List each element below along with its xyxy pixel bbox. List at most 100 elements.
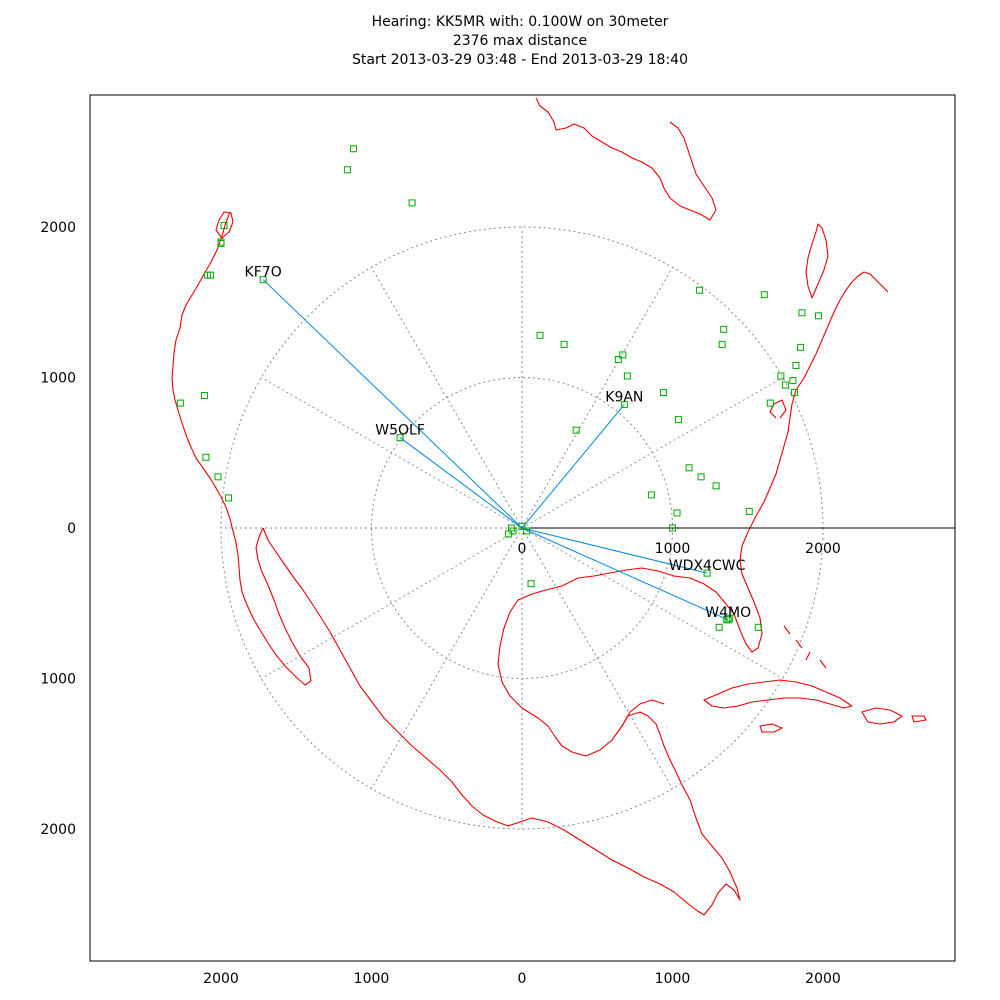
yucatan <box>621 699 665 727</box>
spot-marker <box>781 381 789 389</box>
spot-marker <box>225 494 233 502</box>
spot-marker <box>408 199 416 207</box>
spot-marker <box>343 166 351 174</box>
spot-marker <box>527 580 535 588</box>
x-tick-label: 0 <box>518 971 527 987</box>
spot-marker <box>560 340 568 348</box>
y-tick-label: 2000 <box>40 822 76 838</box>
station-label: KF7O <box>245 265 282 281</box>
spot-marker <box>176 399 184 407</box>
spot-marker <box>659 389 667 397</box>
inner-x-tick-label: 2000 <box>805 541 841 557</box>
canada-east-coast <box>805 223 829 299</box>
spot-marker <box>720 325 728 333</box>
polar-grid-spoke <box>521 527 673 789</box>
jamaica <box>759 723 783 733</box>
florida <box>733 531 763 653</box>
spot-marker <box>675 416 683 424</box>
mexico-pacific-coast <box>262 527 705 916</box>
vancouver-island <box>215 211 234 239</box>
spot-marker <box>259 276 267 284</box>
spot-marker <box>647 491 655 499</box>
spot-marker <box>523 527 531 535</box>
spot-marker <box>754 623 762 631</box>
polar-grid-spoke <box>371 267 523 529</box>
spot-marker <box>792 361 800 369</box>
coastline-map <box>171 97 927 916</box>
spot-marker <box>760 291 768 299</box>
puerto-rico <box>911 715 927 723</box>
polar-grid-spoke <box>261 527 523 679</box>
spot-marker <box>614 355 622 363</box>
spot-marker <box>766 399 774 407</box>
spot-marker <box>619 351 627 359</box>
polar-grid-spoke <box>521 527 783 679</box>
inner-x-tick-label: 1000 <box>655 541 691 557</box>
spot-marker <box>696 286 704 294</box>
title-line-1: Hearing: KK5MR with: 0.100W on 30meter <box>371 14 669 30</box>
station-label: K9AN <box>605 390 643 406</box>
spot-marker <box>724 616 732 624</box>
spot-marker <box>712 482 720 490</box>
bahamas <box>783 625 827 669</box>
spot-marker <box>220 221 228 229</box>
spot-marker <box>777 372 785 380</box>
spot-marker <box>396 434 404 442</box>
propagation-path <box>521 527 729 621</box>
propagation-paths <box>262 279 729 621</box>
propagation-path <box>521 404 625 529</box>
west-coast-outline <box>171 211 243 593</box>
spot-marker <box>214 473 222 481</box>
cuba <box>703 679 853 709</box>
spot-marker <box>349 145 357 153</box>
hispaniola <box>861 707 903 725</box>
spot-marker <box>507 524 515 532</box>
y-tick-label: 1000 <box>40 672 76 688</box>
station-label: W5OLF <box>375 423 425 439</box>
polar-grid-spoke <box>371 527 523 789</box>
spot-marker <box>798 309 806 317</box>
station-labels: KF7O W5OLF K9AN WDX4CWC W4MO <box>245 265 752 621</box>
spot-marker <box>814 312 822 320</box>
x-tick-label: 1000 <box>655 971 691 987</box>
chart-title: Hearing: KK5MR with: 0.100W on 30meter 2… <box>0 13 1000 70</box>
atlantic-coast <box>747 271 889 533</box>
inner-x-tick-label: 0 <box>518 541 527 557</box>
spot-marker <box>623 372 631 380</box>
spot-marker <box>715 623 723 631</box>
propagation-path <box>262 279 523 529</box>
tick-labels: 2000 1000 0 1000 2000 2000 1000 0 1000 2000 0 1000 2… <box>40 220 840 987</box>
polar-grid-spoke <box>521 377 783 529</box>
spot-marker <box>200 392 208 400</box>
spot-marker <box>726 614 734 622</box>
spot-marker <box>217 240 225 248</box>
polar-grid-spoke <box>261 377 523 529</box>
spot-marker <box>206 271 214 279</box>
title-line-3: Start 2013-03-29 03:48 - End 2013-03-29 … <box>352 52 688 68</box>
spot-marker <box>536 331 544 339</box>
spot-marker <box>669 524 676 532</box>
title-line-2: 2376 max distance <box>452 33 588 49</box>
spot-marker <box>703 569 711 577</box>
y-tick-label: 0 <box>67 521 76 537</box>
hudson-bay-coast <box>535 97 717 221</box>
spot-marker <box>745 507 753 515</box>
spot-markers <box>176 145 822 631</box>
y-tick-label: 1000 <box>40 371 76 387</box>
spot-marker <box>790 389 798 397</box>
spot-marker <box>789 377 797 385</box>
chesapeake-detail <box>769 399 787 419</box>
spot-marker <box>620 401 628 409</box>
x-tick-label: 1000 <box>354 971 390 987</box>
spot-marker <box>572 426 580 434</box>
station-label: W4MO <box>705 605 751 621</box>
spot-marker <box>202 453 210 461</box>
spot-marker <box>685 464 693 472</box>
spot-marker <box>718 340 726 348</box>
gulf-coast <box>497 567 735 757</box>
spot-marker <box>673 509 681 517</box>
spot-marker <box>796 343 804 351</box>
x-tick-label: 2000 <box>805 971 841 987</box>
x-tick-label: 2000 <box>203 971 239 987</box>
